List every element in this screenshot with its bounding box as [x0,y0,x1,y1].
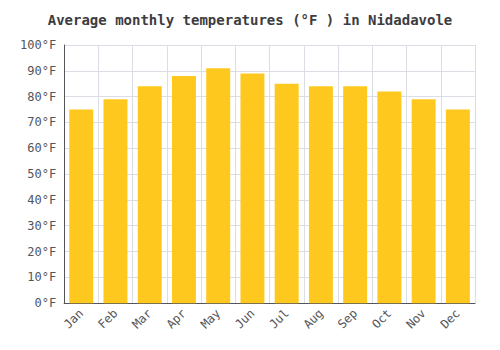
svg-text:Jan: Jan [61,306,86,331]
svg-text:Nov: Nov [403,306,428,331]
svg-text:60°F: 60°F [27,141,56,155]
svg-text:Feb: Feb [95,306,120,331]
svg-text:30°F: 30°F [27,219,56,233]
svg-text:0°F: 0°F [34,296,56,310]
svg-text:Average monthly temperatures (: Average monthly temperatures (°F ) in Ni… [48,12,453,28]
svg-text:10°F: 10°F [27,270,56,284]
svg-text:90°F: 90°F [27,64,56,78]
svg-text:Apr: Apr [164,306,189,331]
svg-text:Jul: Jul [266,306,291,331]
svg-text:Sep: Sep [335,306,360,331]
svg-text:50°F: 50°F [27,167,56,181]
svg-text:80°F: 80°F [27,90,56,104]
svg-text:Oct: Oct [369,306,394,331]
svg-text:May: May [198,306,223,331]
svg-text:Dec: Dec [438,306,463,331]
svg-text:70°F: 70°F [27,115,56,129]
svg-text:Jun: Jun [232,306,257,331]
svg-text:40°F: 40°F [27,193,56,207]
svg-text:Aug: Aug [301,306,326,331]
svg-text:Mar: Mar [129,306,154,331]
svg-text:20°F: 20°F [27,245,56,259]
svg-text:100°F: 100°F [20,38,56,52]
